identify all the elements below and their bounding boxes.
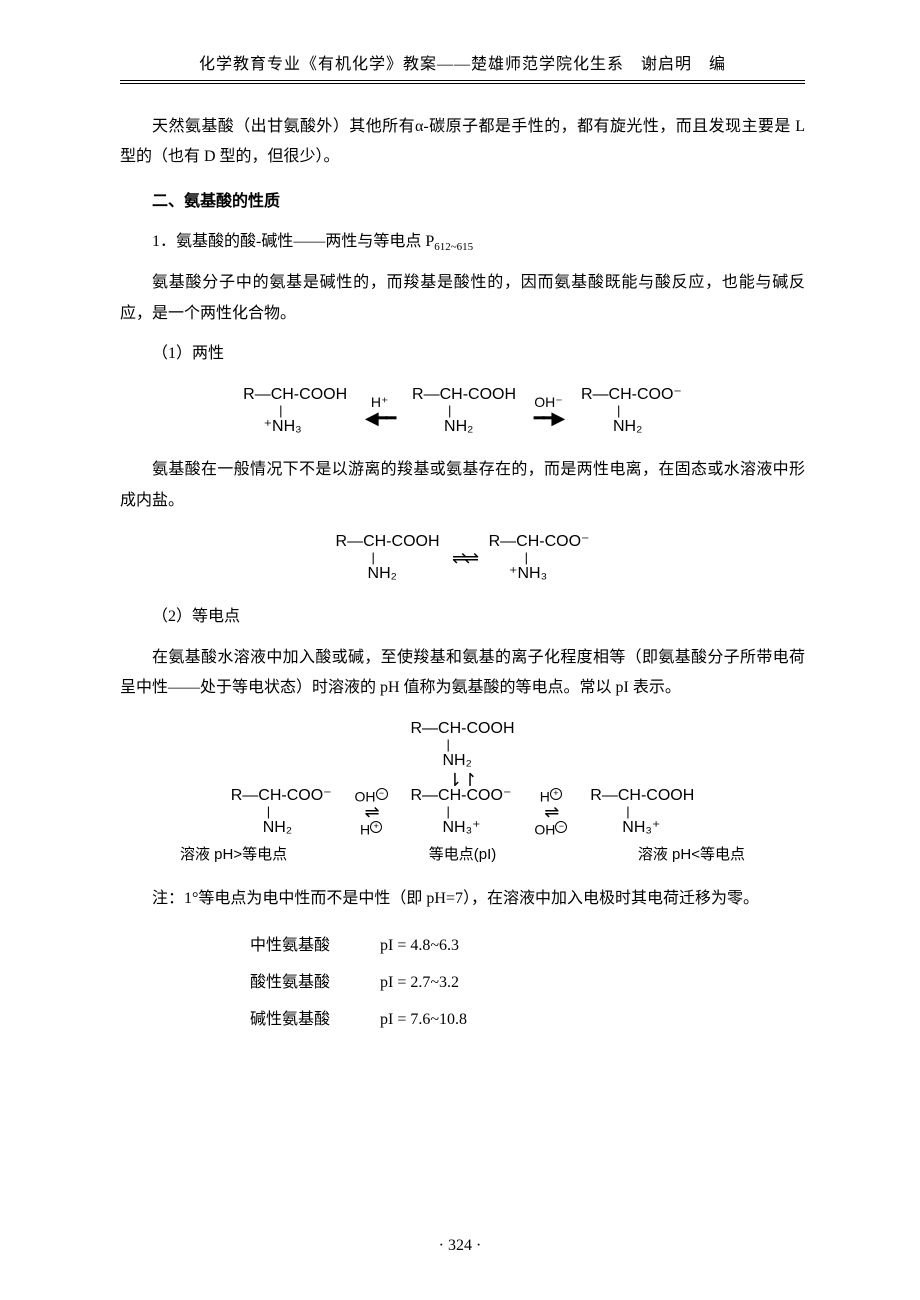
arrow-bot-label: H+ <box>336 821 406 837</box>
sub1-text: 1．氨基酸的酸-碱性——两性与等电点 P <box>152 233 434 250</box>
mol-bot: NH₂ <box>411 752 472 769</box>
species-anion: R—CH-COO⁻ | NH₂ <box>581 387 682 435</box>
row-value: pI = 2.7~3.2 <box>380 965 459 1002</box>
species-right: R—CH-COO⁻ | ⁺NH₃ <box>489 534 590 582</box>
mol-bot: NH₃⁺ <box>590 819 660 836</box>
mol-bot: NH₂ <box>412 418 473 435</box>
species-cation: R—CH-COOH | NH₃⁺ <box>590 788 694 836</box>
mol-top: R—CH-COOH <box>411 720 515 737</box>
paragraph-note: 注：1°等电点为电中性而不是中性（即 pH=7），在溶液中加入电极时其电荷迁移为… <box>120 884 805 914</box>
arrow-label: H⁺ <box>352 395 408 409</box>
mol-bond: | <box>336 550 374 565</box>
mol-top: R—CH-COOH <box>243 386 347 403</box>
arrow-top-label: H+ <box>516 788 586 804</box>
minus-icon: − <box>555 821 567 833</box>
table-row: 中性氨基酸 pI = 4.8~6.3 <box>250 928 805 965</box>
paragraph-zwitterion: 氨基酸在一般情况下不是以游离的羧基或氨基存在的，而是两性电离，在固态或水溶液中形… <box>120 455 805 516</box>
row-label: 中性氨基酸 <box>250 928 380 965</box>
paragraph-isoelectric: 在氨基酸水溶液中加入酸或碱，至使羧基和氨基的离子化程度相等（即氨基酸分子所带电荷… <box>120 643 805 704</box>
arrow-top-label: OH− <box>336 788 406 804</box>
equil-arrow: ⇌ <box>336 803 406 821</box>
equil-left: OH− ⇌ H+ <box>336 788 406 837</box>
mol-top: R—CH-COO⁻ <box>411 787 512 804</box>
caption-right: 溶液 pH<等电点 <box>638 843 745 864</box>
arrow-right: OH⁻ ━━▶ <box>521 395 577 427</box>
mol-bot: NH₂ <box>336 565 397 582</box>
pI-table: 中性氨基酸 pI = 4.8~6.3 酸性氨基酸 pI = 2.7~3.2 碱性… <box>250 928 805 1038</box>
arrow-bot-label: OH− <box>516 821 586 837</box>
caption-left: 溶液 pH>等电点 <box>180 843 287 864</box>
species-cation: R—CH-COOH | ⁺NH₃ <box>243 387 347 435</box>
equil-arrow: ⇌ <box>516 803 586 821</box>
reaction3-captions: 溶液 pH>等电点 等电点(pI) 溶液 pH<等电点 <box>180 843 745 864</box>
row-label: 碱性氨基酸 <box>250 1002 380 1039</box>
mol-bond: | <box>412 403 450 418</box>
row-label: 酸性氨基酸 <box>250 965 380 1002</box>
header-rule <box>120 83 805 84</box>
reaction-2: R—CH-COOH | NH₂ ⇌⇌ R—CH-COO⁻ | ⁺NH₃ <box>120 534 805 582</box>
mol-bond: | <box>411 737 449 752</box>
mol-top: R—CH-COOH <box>590 787 694 804</box>
mol-bond: | <box>590 804 628 819</box>
plus-icon: + <box>550 788 562 800</box>
mol-bot: NH₂ <box>581 418 642 435</box>
paragraph-amphoteric: 氨基酸分子中的氨基是碱性的，而羧基是酸性的，因而氨基酸既能与酸反应，也能与碱反应… <box>120 268 805 329</box>
caption-mid: 等电点(pI) <box>429 843 497 864</box>
arrow-left: H⁺ ◀━━ <box>352 395 408 427</box>
table-row: 酸性氨基酸 pI = 2.7~3.2 <box>250 965 805 1002</box>
mol-bond: | <box>243 403 281 418</box>
equil-right: H+ ⇌ OH− <box>516 788 586 837</box>
mol-top: R—CH-COOH <box>336 533 440 550</box>
paragraph-intro: 天然氨基酸（出甘氨酸外）其他所有α-碳原子都是手性的，都有旋光性，而且发现主要是… <box>120 112 805 173</box>
arrow-line: ◀━━ <box>352 409 408 427</box>
reaction-1: R—CH-COOH | ⁺NH₃ H⁺ ◀━━ R—CH-COOH | NH₂ … <box>120 387 805 435</box>
row-value: pI = 7.6~10.8 <box>380 1002 467 1039</box>
mol-top: R—CH-COO⁻ <box>489 533 590 550</box>
top-species-wrap: R—CH-COOH | NH₂ <box>120 721 805 769</box>
item-2: （2）等电点 <box>120 602 805 632</box>
page-number: · 324 · <box>439 1237 482 1254</box>
subsection-1-title: 1．氨基酸的酸-碱性——两性与等电点 P612~615 <box>120 227 805 258</box>
section-heading: 二、氨基酸的性质 <box>120 187 805 217</box>
mol-top: R—CH-COOH <box>412 386 516 403</box>
mol-bond: | <box>581 403 619 418</box>
mol-bot: NH₃⁺ <box>411 819 481 836</box>
mol-bot: ⁺NH₃ <box>489 565 548 582</box>
down-arrow: ⇂↾ <box>120 773 805 787</box>
plus-icon: + <box>370 821 382 833</box>
arrow-label: OH⁻ <box>521 395 577 409</box>
row-species: R—CH-COO⁻ | NH₂ OH− ⇌ H+ R—CH-COO⁻ | NH₃… <box>120 788 805 837</box>
species-neutral: R—CH-COOH | NH₂ <box>412 387 516 435</box>
sub1-pageref: 612~615 <box>434 241 473 253</box>
page: 化学教育专业《有机化学》教案——楚雄师范学院化生系 谢启明 编 天然氨基酸（出甘… <box>0 0 920 1300</box>
mol-bot: NH₂ <box>231 819 292 836</box>
species-zwitterion: R—CH-COO⁻ | NH₃⁺ <box>411 788 512 836</box>
species-anion: R—CH-COO⁻ | NH₂ <box>231 788 332 836</box>
species-left: R—CH-COOH | NH₂ <box>336 534 440 582</box>
species-top: R—CH-COOH | NH₂ <box>411 721 515 769</box>
mol-bot: ⁺NH₃ <box>243 418 302 435</box>
item-1: （1）两性 <box>120 339 805 369</box>
minus-icon: − <box>376 788 388 800</box>
row-value: pI = 4.8~6.3 <box>380 928 459 965</box>
arrow-line: ━━▶ <box>521 409 577 427</box>
mol-bond: | <box>411 804 449 819</box>
mol-bond: | <box>231 804 269 819</box>
equilibrium-arrow: ⇌⇌ <box>444 548 484 569</box>
reaction-3: R—CH-COOH | NH₂ ⇂↾ R—CH-COO⁻ | NH₂ OH− ⇌… <box>120 721 805 864</box>
mol-bond: | <box>489 550 527 565</box>
header-text: 化学教育专业《有机化学》教案——楚雄师范学院化生系 谢启明 编 <box>199 56 726 73</box>
page-footer: · 324 · <box>0 1237 920 1255</box>
mol-top: R—CH-COO⁻ <box>231 787 332 804</box>
mol-top: R—CH-COO⁻ <box>581 386 682 403</box>
page-header: 化学教育专业《有机化学》教案——楚雄师范学院化生系 谢启明 编 <box>120 50 805 81</box>
table-row: 碱性氨基酸 pI = 7.6~10.8 <box>250 1002 805 1039</box>
